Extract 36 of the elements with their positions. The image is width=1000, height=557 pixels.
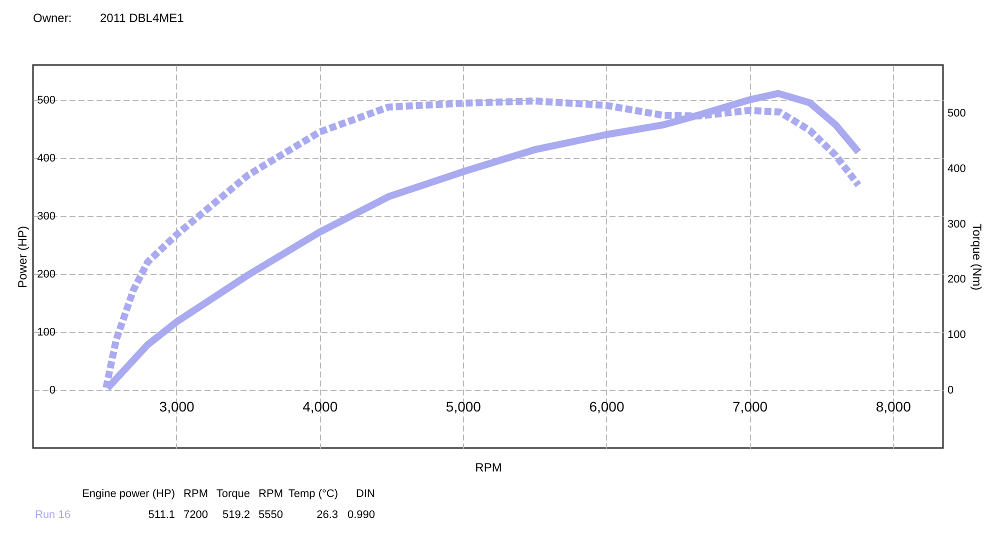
y-axis-title: Power (HP) bbox=[16, 226, 30, 288]
y2-tick-label: 300 bbox=[948, 218, 966, 230]
text: RPM bbox=[184, 488, 208, 500]
x-tick-label: 8,000 bbox=[876, 398, 912, 414]
y-tick-label: 0 bbox=[49, 384, 56, 396]
y2-tick-label: 200 bbox=[948, 274, 966, 286]
x-tick-label: 5,000 bbox=[446, 398, 482, 414]
y2-tick-label: 100 bbox=[948, 329, 966, 342]
text: 0.990 bbox=[347, 509, 375, 521]
text: Run 16 bbox=[35, 509, 70, 521]
text: 511.1 bbox=[148, 509, 175, 521]
text: 519.2 bbox=[222, 509, 250, 521]
y-tick-label: 200 bbox=[37, 268, 56, 280]
text: 5550 bbox=[258, 509, 283, 521]
x-tick-label: 7,000 bbox=[732, 398, 768, 414]
x-tick-label: 3,000 bbox=[159, 398, 195, 414]
y-tick-label: 500 bbox=[37, 94, 56, 106]
x-tick-label: 4,000 bbox=[302, 398, 338, 414]
y-tick-label: 100 bbox=[37, 326, 56, 338]
y2-tick-label: 0 bbox=[948, 384, 954, 396]
x-tick-label: 6,000 bbox=[589, 398, 624, 414]
y2-tick-label: 500 bbox=[948, 108, 966, 120]
text: DIN bbox=[356, 488, 376, 500]
text: 7200 bbox=[184, 509, 208, 521]
text: 26.3 bbox=[316, 509, 338, 521]
y-tick-label: 300 bbox=[37, 210, 56, 222]
text: 2011 DBL4ME1 bbox=[100, 11, 184, 25]
y2-tick-label: 400 bbox=[948, 163, 966, 175]
text: Owner: bbox=[33, 11, 72, 25]
text: Engine power (HP) bbox=[82, 488, 175, 500]
text: RPM bbox=[258, 488, 283, 500]
y2-axis-title: Torque (Nm) bbox=[970, 224, 984, 290]
x-axis-title: RPM bbox=[475, 460, 502, 474]
y-tick-label: 400 bbox=[37, 152, 56, 164]
text: Temp (°C) bbox=[288, 488, 338, 500]
text: Torque bbox=[216, 488, 250, 500]
